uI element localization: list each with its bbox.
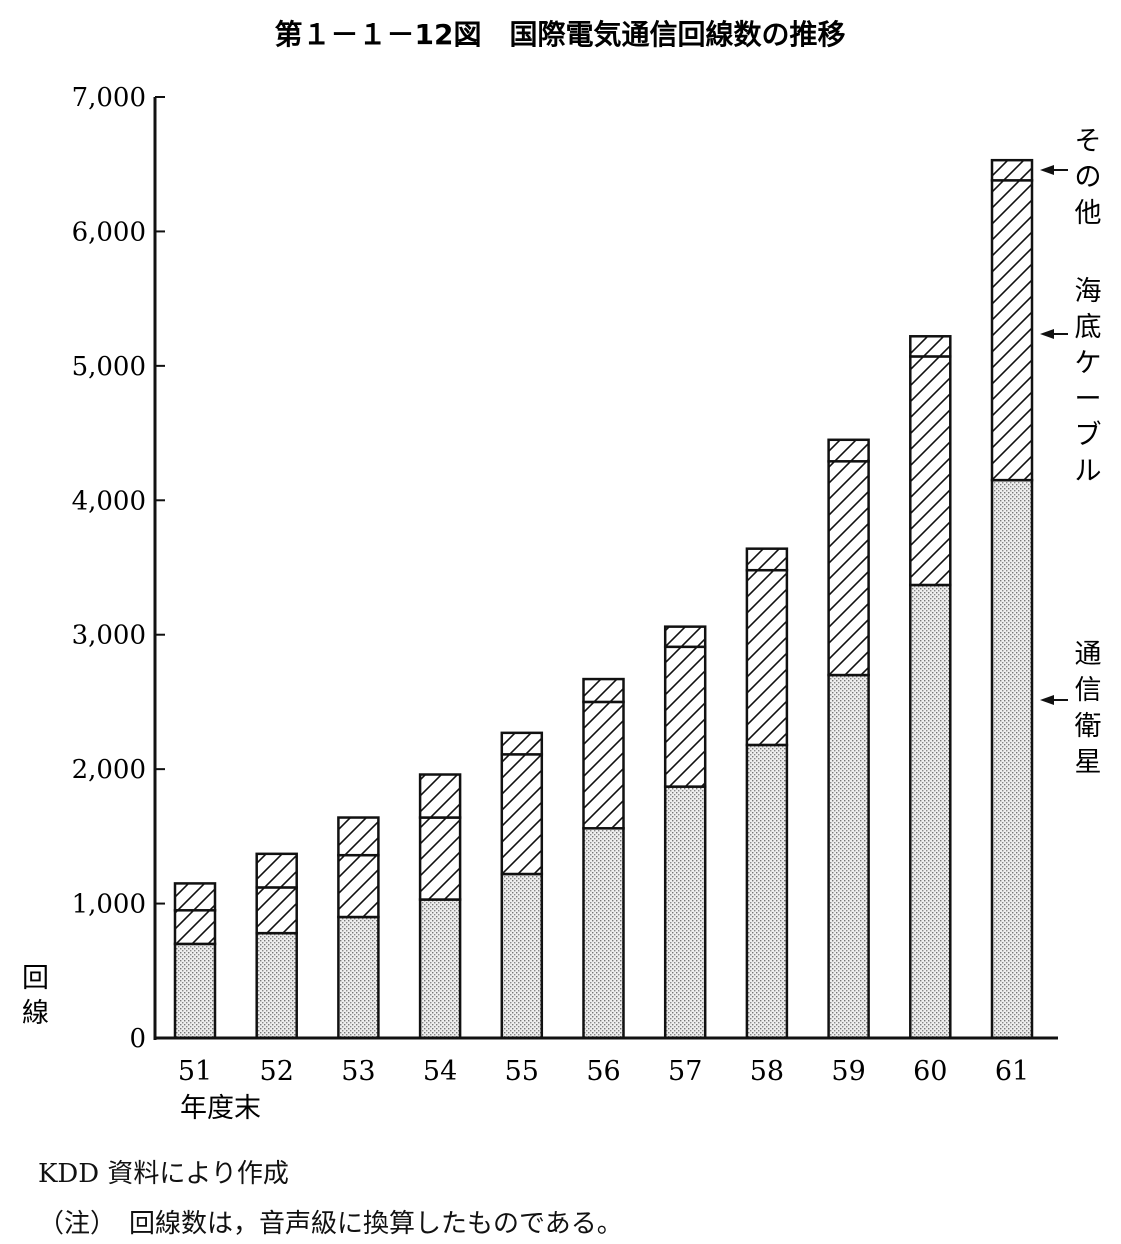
legend-item: その他 — [1040, 126, 1102, 229]
x-tick-label: 56 — [586, 1056, 620, 1087]
x-tick-label: 60 — [913, 1056, 947, 1087]
legend-label-char: 他 — [1075, 198, 1102, 229]
bar-segment — [827, 673, 870, 1040]
legend-label-char: 信 — [1075, 675, 1102, 706]
y-tick-label: 7,000 — [72, 83, 146, 113]
bar-segment — [255, 852, 298, 889]
bar-segment — [990, 158, 1034, 182]
bar-segment — [173, 909, 217, 946]
bar-segment — [663, 645, 707, 788]
legend-label-char: ル — [1075, 456, 1102, 487]
bar-segment — [663, 785, 707, 1040]
legend-label-char: 衛 — [1075, 711, 1102, 742]
bar-segment — [418, 898, 462, 1040]
bar-segment — [745, 568, 789, 747]
bar-segment — [909, 583, 952, 1040]
bar-segment — [582, 827, 625, 1040]
legend-label-char: 通 — [1075, 639, 1102, 670]
x-tick-label: 59 — [831, 1056, 865, 1087]
y-tick-label: 3,000 — [72, 621, 146, 651]
bar-segment — [418, 816, 462, 901]
bar-segment — [990, 478, 1034, 1040]
source-note: KDD 資料により作成 — [38, 1159, 289, 1189]
bar-segment — [663, 625, 707, 649]
bar-segment — [745, 547, 789, 572]
bar-segment — [173, 882, 217, 912]
bar-segment — [173, 942, 217, 1040]
x-tick-label: 53 — [341, 1056, 375, 1087]
y-axis-label-char-1: 回 — [22, 963, 49, 994]
x-tick-label: 51 — [178, 1056, 212, 1087]
x-tick-label: 57 — [668, 1056, 702, 1087]
legend-label-char: の — [1075, 162, 1102, 193]
chart: 第１－１－12図 国際電気通信回線数の推移 0 1,000 2,000 3,000 4,… — [22, 18, 1102, 1124]
legend-arrow-head — [1040, 695, 1054, 705]
legend-label-char: 底 — [1075, 312, 1102, 343]
bar-segment — [500, 872, 544, 1040]
legend-label-char: 星 — [1075, 747, 1102, 778]
legend-arrow-head — [1040, 329, 1054, 339]
x-tick-label: 52 — [260, 1056, 294, 1087]
chart-title: 第１－１－12図 国際電気通信回線数の推移 — [275, 18, 846, 51]
bar-segment — [337, 853, 380, 919]
footnote: （注） 回線数は，音声級に換算したものである。 — [38, 1209, 623, 1239]
y-tick-label: 2,000 — [72, 755, 146, 785]
x-tick-label: 54 — [423, 1056, 457, 1087]
bar-segment — [909, 335, 952, 358]
bar-segment — [418, 773, 462, 819]
y-tick-label: 1,000 — [72, 890, 146, 920]
legend-arrow-head — [1040, 165, 1054, 175]
y-tick-label: 6,000 — [72, 217, 146, 247]
x-tick-label: 58 — [750, 1056, 784, 1087]
y-axis-label-char-2: 線 — [22, 998, 49, 1029]
legend-label-char: ケ — [1075, 348, 1102, 379]
x-tick-label: 61 — [995, 1056, 1029, 1087]
bar-segment — [255, 931, 298, 1040]
bar-segment — [500, 731, 544, 756]
y-tick-label: 5,000 — [72, 352, 146, 382]
bar-segment — [827, 438, 870, 463]
legend-label-char: そ — [1075, 126, 1102, 157]
bar-segment — [827, 460, 870, 677]
y-tick-label: 4,000 — [72, 486, 146, 516]
bar-segment — [582, 700, 625, 830]
y-axis-ticks: 0 1,000 2,000 3,000 4,000 5,000 6,000 7,000 — [72, 83, 165, 1054]
bar-segment — [909, 355, 952, 587]
x-axis-label: 年度末 — [180, 1093, 261, 1124]
x-tick-label: 55 — [505, 1056, 539, 1087]
bar-segment — [337, 915, 380, 1040]
x-axis-labels: 51 52 53 54 55 56 57 58 59 60 61 — [178, 1056, 1029, 1087]
y-tick-label: 0 — [129, 1024, 146, 1054]
legend-label-char: ブ — [1075, 420, 1102, 451]
bar-segment — [255, 886, 298, 935]
legend-label-char: 海 — [1075, 276, 1102, 307]
bars — [173, 158, 1034, 1040]
bar-segment — [582, 677, 625, 704]
bar-segment — [337, 816, 380, 857]
legend-label-char: ー — [1075, 384, 1102, 415]
bar-segment — [500, 753, 544, 876]
bar-segment — [745, 743, 789, 1040]
bar-segment — [990, 179, 1034, 482]
